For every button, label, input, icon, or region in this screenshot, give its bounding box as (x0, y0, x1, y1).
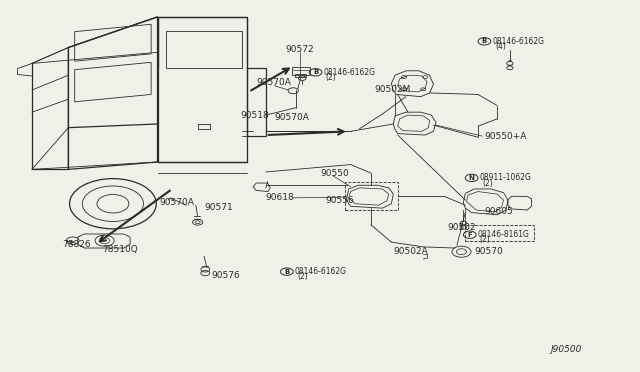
Text: 08146-6162G: 08146-6162G (492, 37, 544, 46)
Text: (2): (2) (325, 73, 336, 81)
Text: 90618: 90618 (266, 193, 294, 202)
Bar (294, 74, 306, 77)
Text: 90518: 90518 (241, 110, 269, 120)
Text: 90502A: 90502A (394, 247, 428, 256)
Text: 90572: 90572 (285, 45, 314, 54)
Text: 08146-8161G: 08146-8161G (477, 230, 529, 239)
Text: J90500: J90500 (550, 345, 582, 354)
Text: 90550: 90550 (320, 169, 349, 177)
Text: (2): (2) (483, 179, 493, 187)
Text: 90570A: 90570A (159, 198, 195, 207)
Text: 08146-6162G: 08146-6162G (323, 68, 375, 77)
Text: B: B (482, 38, 487, 44)
Text: 08146-6162G: 08146-6162G (294, 267, 346, 276)
Bar (465, 225, 534, 241)
Text: 90556: 90556 (325, 196, 354, 205)
Text: 08911-1062G: 08911-1062G (479, 173, 531, 182)
Text: F: F (467, 232, 472, 238)
Text: B: B (284, 269, 289, 275)
Text: (2): (2) (479, 235, 490, 244)
Text: (4): (4) (495, 42, 506, 51)
Text: 90570: 90570 (474, 247, 503, 256)
Text: 90570A: 90570A (257, 78, 292, 87)
Bar (346, 182, 397, 210)
Text: B: B (313, 69, 318, 75)
Text: (2): (2) (298, 272, 308, 281)
Text: 90605: 90605 (484, 206, 513, 216)
Text: 78826: 78826 (62, 240, 90, 249)
Text: 90571: 90571 (204, 203, 233, 212)
Text: 90502: 90502 (447, 223, 476, 232)
Text: 90502M: 90502M (374, 85, 410, 94)
Text: 78510Q: 78510Q (102, 245, 138, 254)
Text: 90570A: 90570A (274, 113, 309, 122)
Text: 90550+A: 90550+A (484, 132, 527, 141)
Text: 90576: 90576 (212, 271, 241, 280)
Text: N: N (468, 175, 475, 181)
Bar (292, 67, 310, 75)
